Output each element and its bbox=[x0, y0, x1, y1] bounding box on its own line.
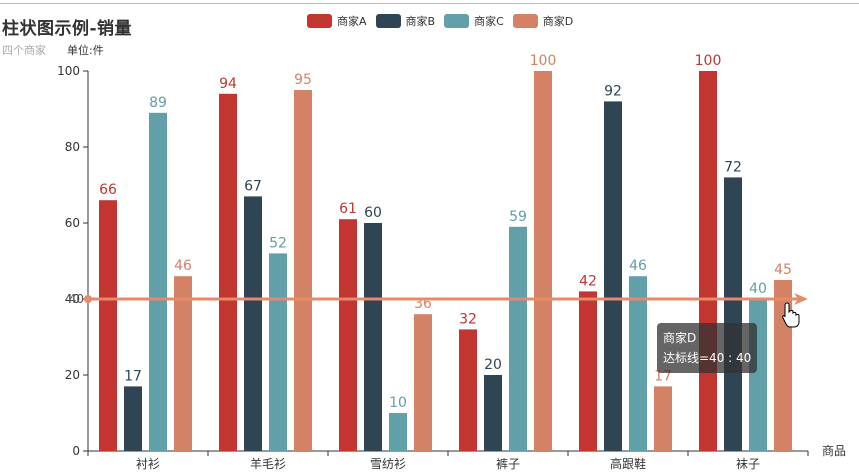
bar-value-label: 60 bbox=[364, 205, 382, 221]
bar bbox=[219, 93, 237, 452]
bar-value-label: 100 bbox=[695, 53, 722, 69]
bar bbox=[654, 386, 672, 451]
legend-swatch-icon bbox=[512, 14, 538, 28]
y-tick-label: 40 bbox=[65, 292, 80, 306]
chart-subtitle: 四个商家 bbox=[2, 44, 46, 57]
y-tick-label: 100 bbox=[57, 64, 80, 78]
x-axis-name: 商品 bbox=[822, 443, 846, 458]
y-tick-label: 60 bbox=[65, 216, 80, 230]
bar-value-label: 32 bbox=[459, 311, 477, 327]
bar bbox=[339, 219, 357, 451]
legend-label: 商家A bbox=[337, 15, 367, 28]
bar-value-label: 100 bbox=[530, 53, 557, 69]
bar bbox=[244, 196, 262, 451]
bar-value-label: 94 bbox=[219, 76, 237, 92]
x-tick-label: 裤子 bbox=[496, 457, 520, 471]
tooltip-value: 达标线=40 : 40 bbox=[663, 351, 752, 365]
legend-label: 商家B bbox=[405, 15, 436, 28]
bar-value-label: 66 bbox=[99, 182, 117, 198]
y-tick-label: 0 bbox=[72, 444, 80, 458]
bar-value-label: 42 bbox=[579, 273, 597, 289]
bar bbox=[149, 112, 167, 452]
bar bbox=[629, 276, 647, 451]
bar bbox=[724, 177, 742, 451]
bar-value-label: 95 bbox=[294, 72, 312, 88]
bar-value-label: 92 bbox=[604, 83, 622, 99]
top-divider bbox=[0, 3, 859, 4]
bar-value-label: 59 bbox=[509, 209, 527, 225]
bar bbox=[269, 253, 287, 451]
legend-item-a[interactable]: 商家A bbox=[307, 13, 367, 29]
bar bbox=[389, 413, 407, 451]
legend-item-c[interactable]: 商家C bbox=[444, 13, 504, 29]
bar bbox=[579, 291, 597, 451]
bar-value-label: 61 bbox=[339, 201, 357, 217]
x-tick-label: 羊毛衫 bbox=[250, 456, 286, 471]
legend-item-d[interactable]: 商家D bbox=[512, 13, 574, 29]
x-tick-label: 高跟鞋 bbox=[610, 456, 646, 471]
bar bbox=[749, 299, 767, 451]
bar-value-label: 52 bbox=[269, 235, 287, 251]
hand-cursor-icon bbox=[782, 302, 800, 328]
bar-value-label: 72 bbox=[724, 159, 742, 175]
legend-item-b[interactable]: 商家B bbox=[375, 13, 436, 29]
unit-label: 单位:件 bbox=[67, 44, 104, 57]
bar bbox=[534, 71, 552, 451]
bar bbox=[124, 386, 142, 451]
legend-swatch-icon bbox=[375, 14, 401, 28]
x-tick-label: 衬衫 bbox=[136, 457, 160, 471]
bar-value-label: 17 bbox=[124, 368, 142, 384]
chart-title: 柱状图示例-销量 bbox=[2, 19, 133, 39]
bar-value-label: 10 bbox=[389, 395, 407, 411]
legend-swatch-icon bbox=[444, 14, 470, 28]
y-tick-label: 20 bbox=[65, 368, 80, 382]
bar-value-label: 67 bbox=[244, 178, 262, 194]
bar bbox=[459, 329, 477, 451]
mark-line-label: 40 bbox=[69, 292, 84, 306]
legend-label: 商家C bbox=[474, 15, 504, 28]
bar bbox=[174, 276, 192, 451]
bar bbox=[414, 314, 432, 451]
bar bbox=[604, 101, 622, 452]
mark-line-arrow-icon bbox=[794, 293, 808, 305]
bar bbox=[364, 223, 382, 451]
bar-value-label: 20 bbox=[484, 357, 502, 373]
bar bbox=[484, 375, 502, 451]
bar-value-label: 46 bbox=[174, 258, 192, 274]
bar-value-label: 46 bbox=[629, 258, 647, 274]
x-tick-label: 袜子 bbox=[736, 457, 760, 471]
tooltip: 商家D 达标线=40 : 40 bbox=[657, 323, 758, 373]
y-tick-label: 80 bbox=[65, 140, 80, 154]
bar bbox=[99, 200, 117, 451]
tooltip-series: 商家D bbox=[663, 331, 697, 345]
bar-value-label: 45 bbox=[774, 262, 792, 278]
x-tick-label: 雪纺衫 bbox=[370, 457, 406, 471]
bar bbox=[699, 71, 717, 451]
bar-value-label: 89 bbox=[149, 95, 167, 111]
mark-line-start-dot bbox=[84, 295, 92, 303]
bar-value-label: 40 bbox=[749, 281, 767, 297]
bar bbox=[294, 90, 312, 451]
legend-label: 商家D bbox=[542, 15, 574, 28]
bar bbox=[509, 226, 527, 451]
legend-swatch-icon bbox=[307, 14, 332, 28]
legend: 商家A 商家B 商家C 商家D bbox=[307, 13, 582, 29]
